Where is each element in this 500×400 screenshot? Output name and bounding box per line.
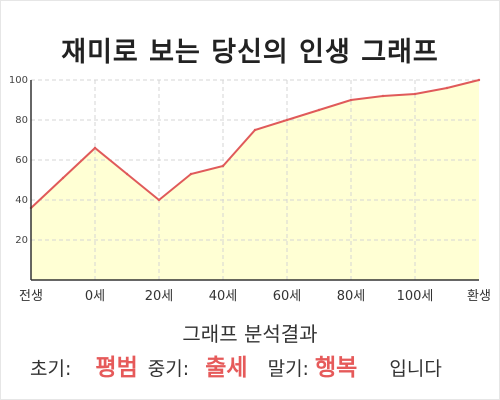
grid-layer <box>31 79 479 280</box>
ending-text: 입니다 <box>389 358 442 380</box>
y-tick-label: 40 <box>15 195 28 206</box>
data-point <box>125 172 129 176</box>
early-value: 평범 <box>95 355 138 381</box>
data-point <box>317 108 321 112</box>
x-tick-label: 80세 <box>337 289 366 304</box>
y-tick-label: 80 <box>15 115 28 126</box>
y-tick-label: 20 <box>15 235 28 246</box>
x-tick-label: 60세 <box>273 289 302 304</box>
data-point <box>381 94 385 98</box>
x-tick-label: 환생 <box>467 289 491 304</box>
x-tick-label: 40세 <box>209 289 238 304</box>
middle-label: 중기: <box>147 358 190 380</box>
middle-value: 출세 <box>205 355 248 381</box>
data-point <box>221 164 225 168</box>
data-point <box>189 172 193 176</box>
x-tick-label: 0세 <box>85 289 105 304</box>
analysis-heading: 그래프 분석결과 <box>182 322 318 346</box>
x-tick-label: 20세 <box>145 289 174 304</box>
data-point <box>445 86 449 90</box>
chart-title: 재미로 보는 당신의 인생 그래프 <box>61 37 439 68</box>
analysis-result-line: 초기: 평범 중기: 출세 말기: 행복 입니다 <box>30 348 490 382</box>
late-label: 말기: <box>267 358 309 380</box>
y-tick-label: 60 <box>15 155 28 166</box>
tick-layer: 20 40 60 80 100 전생 0세 20세 40세 60세 80세 100세 환생 <box>9 75 491 304</box>
data-point <box>93 146 97 150</box>
data-point <box>253 128 257 132</box>
data-point <box>477 78 481 82</box>
data-point <box>285 118 289 122</box>
data-point <box>157 198 161 202</box>
x-tick-label: 전생 <box>19 289 43 304</box>
early-label: 초기: <box>30 358 72 380</box>
data-point <box>413 92 417 96</box>
area-fill <box>31 80 479 280</box>
late-value: 행복 <box>315 355 358 381</box>
data-point <box>61 176 65 180</box>
axis-layer <box>29 78 481 281</box>
x-tick-label: 100세 <box>397 289 434 304</box>
data-point <box>349 98 353 102</box>
y-tick-label: 100 <box>9 75 28 86</box>
